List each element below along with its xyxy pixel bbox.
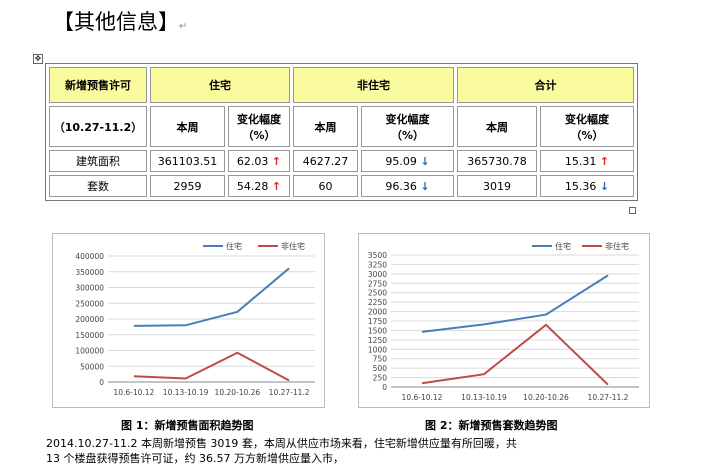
area-trend-chart: 0 50000 100000 150000 200000 250000 300000 3500…: [52, 233, 325, 408]
y-tick-label: 2250: [368, 298, 387, 307]
x-tick-label: 10.20-10.26: [523, 393, 569, 402]
y-tick-label: 1750: [368, 317, 387, 326]
figure-caption-2: 图 2：新增预售套数趋势图: [425, 419, 558, 432]
residential-change: 62.03 ↑: [228, 150, 290, 172]
residential-change: 54.28 ↑: [228, 175, 290, 197]
header-label-cell: 新增预售许可: [49, 67, 147, 103]
summary-paragraph-line-2: 13 个楼盘获得预售许可证，约 36.57 万方新增供应量入市，: [46, 452, 344, 465]
arrow-up-icon: ↑: [271, 179, 282, 193]
y-tick-label: 3500: [368, 251, 387, 260]
nonresidential-value: 4627.27: [293, 150, 358, 172]
x-tick-label: 10.6-10.12: [113, 388, 154, 397]
y-tick-label: 250: [373, 374, 388, 383]
this-week-header: 本周: [457, 106, 537, 147]
row-label: 套数: [49, 175, 147, 197]
change-header: 变化幅度 （%）: [361, 106, 454, 147]
y-tick-label: 300000: [75, 284, 104, 293]
paragraph-mark-icon: ↵: [179, 21, 188, 32]
y-tick-label: 350000: [75, 268, 104, 277]
legend-label: 非住宅: [605, 241, 629, 251]
nonresidential-change: 96.36 ↓: [361, 175, 454, 197]
x-tick-label: 10.20-10.26: [215, 388, 261, 397]
units-trend-chart: 0 250 500 750 1000 1250 1500 1750 2000 2250 2500 27…: [358, 233, 650, 408]
arrow-up-icon: ↑: [599, 154, 610, 168]
y-tick-label: 1250: [368, 336, 387, 345]
this-week-header: 本周: [150, 106, 225, 147]
table-move-handle-icon[interactable]: ✥: [33, 54, 43, 64]
x-tick-label: 10.27-11.2: [269, 388, 310, 397]
presale-info-table: 新增预售许可 住宅 非住宅 合计 （10.27-11.2） 本周 变化幅度 （%）…: [45, 63, 638, 201]
table-subheader-row: （10.27-11.2） 本周 变化幅度 （%） 本周 变化幅度 （%） 本周 变化…: [49, 106, 634, 147]
total-change: 15.36 ↓: [540, 175, 634, 197]
table-row: 建筑面积 361103.51 62.03 ↑ 4627.27 95.09 ↓ 3…: [49, 150, 634, 172]
residential-value: 361103.51: [150, 150, 225, 172]
period-cell: （10.27-11.2）: [49, 106, 147, 147]
this-week-header: 本周: [293, 106, 358, 147]
units-trend-chart-svg: 0250500750100012501500175020002250250027…: [368, 241, 639, 402]
y-tick-label: 200000: [75, 315, 104, 324]
arrow-down-icon: ↓: [420, 154, 430, 168]
total-change: 15.31 ↑: [540, 150, 634, 172]
figure-caption-1: 图 1：新增预售面积趋势图: [121, 419, 254, 432]
arrow-down-icon: ↓: [420, 179, 430, 193]
series-line-residential: [133, 267, 290, 327]
legend-label: 住宅: [555, 241, 571, 251]
summary-paragraph-line-1: 2014.10.27-11.2 本周新增预售 3019 套，本周从供应市场来看，…: [46, 437, 517, 450]
area-trend-chart-svg: 0 50000 100000 150000 200000 250000 300000 3500…: [75, 241, 315, 397]
y-tick-label: 3250: [368, 260, 387, 269]
arrow-up-icon: ↑: [271, 154, 282, 168]
table-row: 套数 2959 54.28 ↑ 60 96.36 ↓ 3019 15.36 ↓: [49, 175, 634, 197]
y-tick-label: 500: [373, 364, 388, 373]
y-tick-label: 1000: [368, 345, 387, 354]
table-resize-handle[interactable]: [629, 207, 636, 214]
y-tick-label: 250000: [75, 299, 104, 308]
arrow-down-icon: ↓: [599, 179, 610, 193]
header-nonresidential-cell: 非住宅: [293, 67, 454, 103]
nonresidential-value: 60: [293, 175, 358, 197]
y-tick-label: 2000: [368, 308, 387, 317]
y-tick-label: 400000: [75, 252, 104, 261]
y-tick-label: 3000: [368, 270, 387, 279]
change-header: 变化幅度 （%）: [540, 106, 634, 147]
table-header-row: 新增预售许可 住宅 非住宅 合计: [49, 67, 634, 103]
y-tick-label: 2750: [368, 279, 387, 288]
total-value: 365730.78: [457, 150, 537, 172]
x-tick-label: 10.6-10.12: [402, 393, 443, 402]
nonresidential-change: 95.09 ↓: [361, 150, 454, 172]
y-tick-label: 0: [382, 383, 387, 392]
y-tick-label: 1500: [368, 326, 387, 335]
series-line-nonresidential: [421, 323, 609, 386]
header-total-cell: 合计: [457, 67, 634, 103]
legend-label: 住宅: [226, 241, 242, 251]
x-tick-label: 10.13-10.19: [163, 388, 209, 397]
legend-label: 非住宅: [281, 241, 305, 251]
y-tick-label: 100000: [75, 347, 104, 356]
y-tick-label: 50000: [80, 362, 104, 371]
y-tick-label: 750: [373, 355, 388, 364]
residential-value: 2959: [150, 175, 225, 197]
total-value: 3019: [457, 175, 537, 197]
section-heading: 【其他信息】↵: [53, 10, 188, 34]
header-residential-cell: 住宅: [150, 67, 290, 103]
series-line-residential: [421, 274, 609, 333]
y-tick-label: 150000: [75, 331, 104, 340]
row-label: 建筑面积: [49, 150, 147, 172]
x-tick-label: 10.27-11.2: [588, 393, 629, 402]
change-header: 变化幅度 （%）: [228, 106, 290, 147]
y-tick-label: 2500: [368, 289, 387, 298]
series-line-nonresidential: [133, 351, 290, 382]
y-tick-label: 0: [99, 378, 104, 387]
x-tick-label: 10.13-10.19: [461, 393, 507, 402]
